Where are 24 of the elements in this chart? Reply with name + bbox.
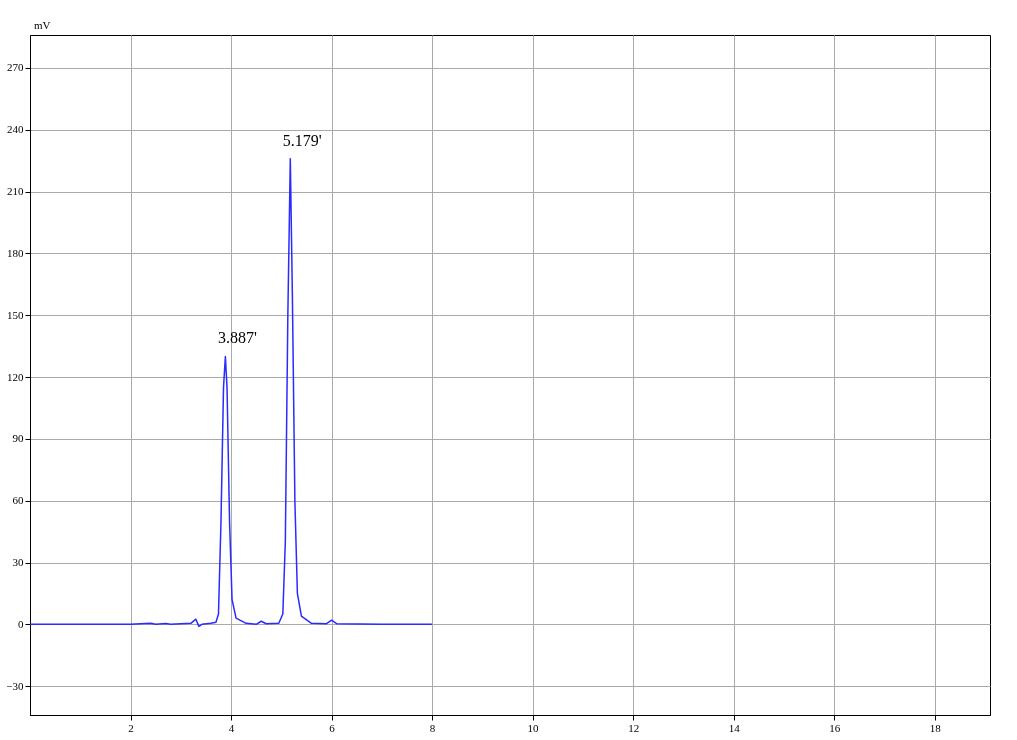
y-tick-label: 210	[7, 185, 24, 198]
x-tick-label: 16	[829, 721, 841, 734]
y-tick-label: 150	[7, 308, 24, 321]
y-tick-label: 180	[7, 246, 24, 259]
line-series	[29, 157, 433, 628]
y-tick-label: 90	[12, 432, 24, 445]
x-tick-label: 2	[128, 721, 134, 734]
y-tick-label: 120	[7, 370, 24, 383]
annotation: 3.887'	[217, 329, 257, 347]
y-tick-label: 0	[18, 617, 24, 630]
annotation: 5.179'	[282, 131, 322, 149]
x-tick-label: 14	[728, 721, 741, 734]
y-tick-label: 240	[7, 123, 24, 136]
x-tick-label: 4	[228, 721, 235, 734]
y-tick-label: 270	[7, 61, 24, 74]
y-tick-label: 30	[12, 556, 24, 569]
x-tick-label: 6	[329, 721, 336, 734]
x-tick-label: 12	[628, 721, 640, 734]
x-tick-label: 18	[929, 721, 942, 734]
y-tick-label: 60	[12, 494, 24, 507]
x-tick-label: 10	[527, 721, 540, 734]
x-tick-label: 8	[429, 721, 436, 734]
y-axis-title: mV	[34, 19, 51, 31]
y-tick-label: −30	[6, 679, 24, 692]
